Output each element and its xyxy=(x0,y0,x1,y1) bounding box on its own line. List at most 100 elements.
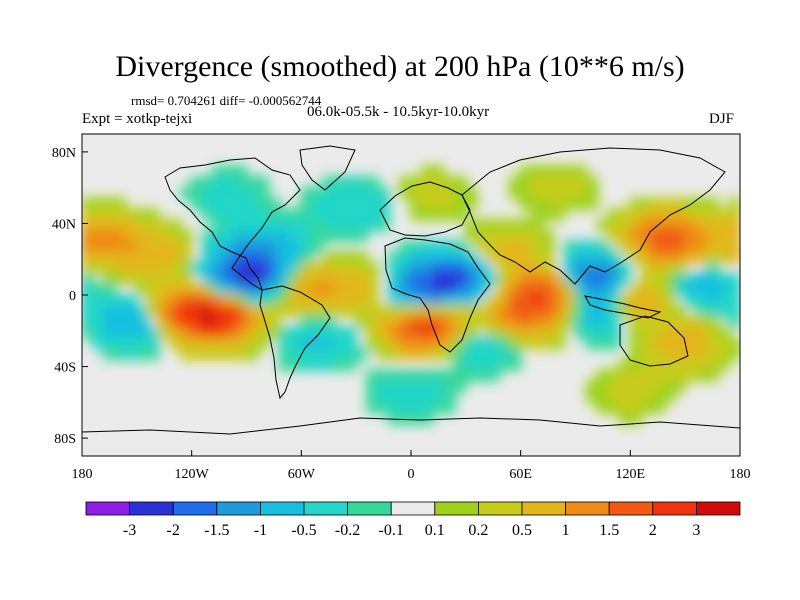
field-cell xyxy=(574,186,588,200)
field-cell xyxy=(728,240,740,254)
field-cell xyxy=(300,208,314,221)
field-cell xyxy=(300,358,314,372)
field-cell xyxy=(585,326,599,339)
field-cell xyxy=(399,261,412,275)
field-cell xyxy=(662,315,676,329)
field-cell xyxy=(388,390,402,404)
field-cell xyxy=(706,261,720,275)
field-cell xyxy=(596,218,610,232)
field-cell xyxy=(442,197,456,211)
field-cell xyxy=(234,304,248,318)
field-cell xyxy=(574,294,588,307)
field-cell xyxy=(113,251,127,264)
field-cell xyxy=(728,218,740,232)
field-cell xyxy=(519,336,533,350)
field-cell xyxy=(486,229,500,243)
field-cell xyxy=(717,294,731,307)
field-cell xyxy=(201,240,215,254)
field-cell xyxy=(629,294,643,307)
field-cell xyxy=(673,379,687,393)
field-cell xyxy=(464,294,478,307)
field-cell xyxy=(179,186,193,200)
field-cell xyxy=(651,229,665,243)
field-cell xyxy=(388,401,402,415)
field-cell xyxy=(300,283,314,296)
field-cell xyxy=(442,315,456,329)
field-cell xyxy=(201,336,215,350)
field-cell xyxy=(146,304,160,318)
field-cell xyxy=(124,336,138,350)
field-cell xyxy=(640,197,654,211)
field-cell xyxy=(223,304,237,318)
field-cell xyxy=(333,294,347,307)
field-cell xyxy=(201,347,215,361)
field-cell xyxy=(673,218,687,232)
y-tick-label: 40N xyxy=(52,217,76,232)
field-cell xyxy=(453,347,467,361)
field-cell xyxy=(486,336,500,350)
field-cell xyxy=(300,294,314,307)
field-cell xyxy=(497,229,511,243)
field-cell xyxy=(420,197,434,211)
x-tick-label: 0 xyxy=(408,467,415,482)
field-cell xyxy=(541,175,555,189)
field-cell xyxy=(102,347,116,361)
field-cell xyxy=(640,347,654,361)
field-cell xyxy=(541,197,555,211)
field-cell xyxy=(410,369,423,382)
field-cell xyxy=(311,186,325,200)
field-cell xyxy=(453,272,467,286)
field-cell xyxy=(333,251,347,264)
field-cell xyxy=(190,197,204,211)
field-cell xyxy=(267,218,281,232)
field-cell xyxy=(453,294,467,307)
field-cell xyxy=(366,336,380,350)
field-cell xyxy=(574,165,588,178)
field-cell xyxy=(651,197,665,211)
field-cell xyxy=(102,272,116,286)
field-cell xyxy=(245,218,259,232)
field-cell xyxy=(333,304,347,318)
field-cell xyxy=(300,326,314,339)
field-cell xyxy=(377,401,391,415)
field-cell xyxy=(212,336,226,350)
field-cell xyxy=(82,240,94,254)
field-cell xyxy=(607,369,621,382)
field-cell xyxy=(124,294,138,307)
field-cell xyxy=(355,283,369,296)
field-cell xyxy=(497,315,511,329)
field-cell xyxy=(574,283,588,296)
field-cell xyxy=(278,304,292,318)
field-cell xyxy=(420,336,434,350)
field-cell xyxy=(91,229,105,243)
field-cell xyxy=(596,294,610,307)
field-cell xyxy=(179,326,193,339)
field-cell xyxy=(475,358,489,372)
field-cell xyxy=(684,251,698,264)
field-cell xyxy=(311,294,325,307)
field-cell xyxy=(212,208,226,221)
field-cell xyxy=(431,197,445,211)
field-cell xyxy=(629,218,643,232)
field-cell xyxy=(212,347,226,361)
field-cell xyxy=(410,347,423,361)
field-cell xyxy=(662,336,676,350)
field-cell xyxy=(420,283,434,296)
field-cell xyxy=(366,315,380,329)
field-cell xyxy=(497,240,511,254)
field-cell xyxy=(267,208,281,221)
field-cell xyxy=(607,272,621,286)
field-cell xyxy=(519,272,533,286)
field-cell xyxy=(190,186,204,200)
field-cell xyxy=(267,261,281,275)
field-cell xyxy=(168,283,182,296)
field-cell xyxy=(420,412,434,425)
field-cell xyxy=(486,251,500,264)
field-cell xyxy=(333,358,347,372)
field-cell xyxy=(201,197,215,211)
field-cell xyxy=(519,294,533,307)
field-cell xyxy=(168,315,182,329)
field-cell xyxy=(135,283,149,296)
field-cell xyxy=(355,186,369,200)
field-cell xyxy=(497,326,511,339)
